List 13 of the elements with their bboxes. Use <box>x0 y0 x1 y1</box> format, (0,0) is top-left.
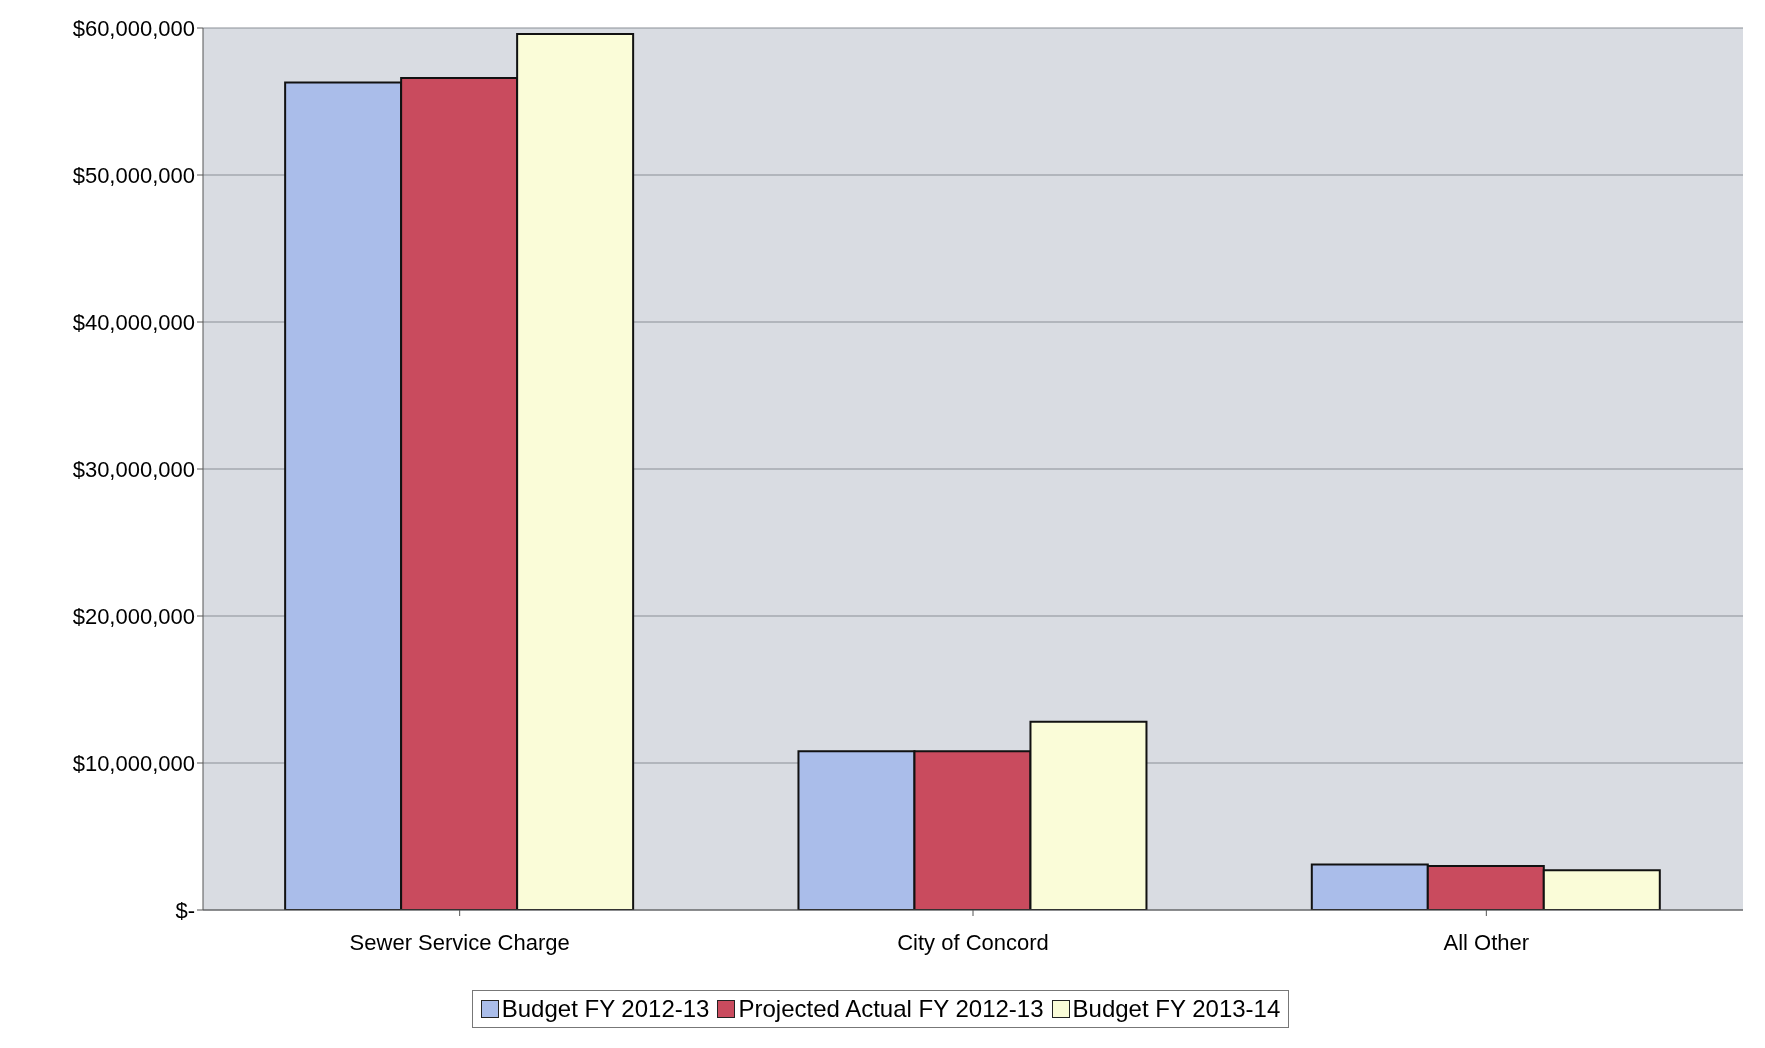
y-tick-label: $10,000,000 <box>72 750 195 776</box>
y-tick-label: $- <box>175 897 195 923</box>
y-tick-label: $20,000,000 <box>72 603 195 629</box>
x-tick-label: City of Concord <box>897 929 1049 955</box>
y-tick-label: $50,000,000 <box>72 162 195 188</box>
x-tick-label: All Other <box>1443 929 1530 955</box>
legend-label: Budget FY 2012-13 <box>500 995 710 1023</box>
legend-label: Projected Actual FY 2012-13 <box>737 995 1044 1023</box>
y-tick-label: $40,000,000 <box>72 309 195 335</box>
x-tick-label: Sewer Service Charge <box>349 929 570 955</box>
y-tick-label: $30,000,000 <box>72 456 195 482</box>
y-tick-label: $60,000,000 <box>72 15 195 41</box>
legend-label: Budget FY 2013-14 <box>1071 995 1281 1023</box>
